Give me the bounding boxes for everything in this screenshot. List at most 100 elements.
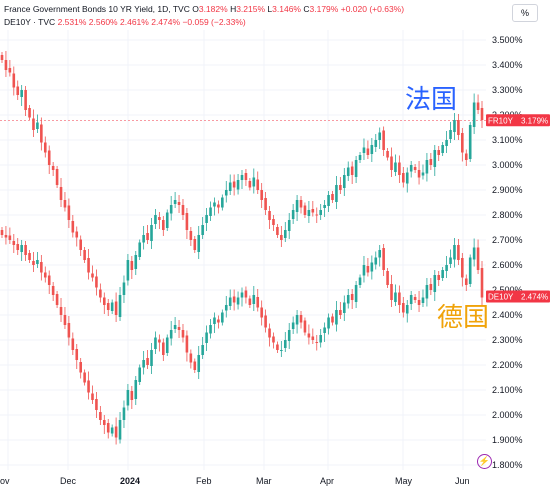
FR10Y-tag-name: FR10Y: [488, 116, 514, 125]
FR10Y-candle: [40, 124, 43, 143]
FR10Y-candle: [146, 233, 149, 240]
x-tick-label: Jun: [455, 476, 470, 486]
DE10Y-candle: [295, 315, 299, 325]
FR10Y-price-tag: FR10Y 3.179%: [486, 114, 550, 127]
DE10Y-candle: [264, 315, 267, 328]
DE10Y-candle: [378, 250, 382, 258]
FR10Y-candle: [224, 190, 228, 196]
DE10Y-candle: [236, 297, 240, 305]
FR10Y-candle: [350, 166, 354, 175]
DE10Y-candle: [185, 335, 189, 353]
DE10Y-candle: [213, 317, 216, 324]
DE10Y-candle: [307, 333, 311, 338]
DE10Y-candle: [441, 270, 444, 278]
DE10Y-candle: [248, 298, 252, 305]
DE10Y-candle: [205, 332, 208, 343]
DE10Y-candle: [370, 262, 374, 272]
legend-de-name: DE10Y · TVC: [4, 17, 56, 27]
legend-fr-c: 3.179%: [309, 4, 339, 14]
FR10Y-candle: [398, 162, 401, 175]
DE10Y-candle: [43, 272, 47, 278]
FR10Y-candle: [248, 181, 252, 188]
DE10Y-candle: [142, 360, 145, 368]
DE10Y-candle: [429, 284, 433, 290]
FR10Y-candle: [24, 90, 27, 110]
DE10Y-candle: [445, 265, 448, 271]
FR10Y-candle: [36, 122, 39, 129]
DE10Y-candle: [158, 339, 161, 343]
FR10Y-candle: [79, 239, 82, 250]
x-axis: ov Dec 2024 Feb Mar Apr May Jun: [0, 476, 470, 486]
FR10Y-candle: [134, 255, 138, 269]
FR10Y-candle: [386, 151, 389, 158]
FR10Y-candle: [476, 102, 480, 110]
FR10Y-candle: [43, 142, 47, 153]
FR10Y-candle: [47, 150, 51, 165]
DE10Y-candle: [71, 338, 75, 350]
FR10Y-candle: [433, 150, 437, 167]
FR10Y-candle: [382, 130, 385, 150]
FR10Y-candle: [264, 198, 267, 210]
FR10Y-candle: [51, 166, 55, 170]
DE10Y-candle: [283, 340, 287, 348]
FR10Y-candle: [91, 273, 94, 278]
FR10Y-candle: [323, 205, 326, 208]
DE10Y-candle: [12, 241, 16, 245]
DE10Y-candle: [20, 245, 23, 252]
DE10Y-candle: [189, 353, 193, 363]
FR10Y-candle: [445, 140, 448, 146]
DE10Y-candle: [453, 245, 456, 260]
lightning-icon[interactable]: ⚡: [477, 454, 492, 469]
FR10Y-candle: [315, 214, 319, 216]
DE10Y-price-tag: DE10Y 2.474%: [486, 290, 550, 303]
FR10Y-candle: [118, 295, 122, 317]
FR10Y-candle: [236, 180, 240, 190]
legend-fr-name: France Government Bonds 10 YR Yield, 1D,…: [4, 4, 190, 14]
DE10Y-candle: [36, 260, 39, 264]
DE10Y-candle: [354, 285, 358, 302]
y-tick-label: 3.300%: [492, 85, 523, 95]
DE10Y-candle: [162, 342, 165, 355]
DE10Y-candle: [374, 257, 378, 265]
DE10Y-candle: [40, 262, 43, 273]
FR10Y-candle: [295, 200, 299, 212]
x-tick-label: May: [395, 476, 413, 486]
legend-fr-h: 3.215%: [236, 4, 266, 14]
DE10Y-candle: [95, 399, 98, 410]
y-tick-label: 3.400%: [492, 60, 523, 70]
DE10Y-candle: [342, 302, 346, 313]
legend-fr-l: 3.146%: [272, 4, 301, 14]
FR10Y-candle: [287, 220, 291, 231]
DE10Y-candle: [409, 295, 413, 304]
FR10Y-candle: [185, 213, 189, 230]
DE10Y-candle: [362, 265, 366, 276]
DE10Y-candle: [366, 266, 370, 273]
DE10Y-candle: [221, 312, 224, 323]
DE10Y-candle: [413, 297, 417, 300]
FR10Y-candle: [413, 167, 417, 170]
DE10Y-candle: [32, 261, 35, 265]
FR10Y-candle: [331, 194, 334, 200]
y-tick-label: 2.400%: [492, 310, 523, 320]
percent-scale-button[interactable]: %: [512, 4, 538, 22]
DE10Y-candle: [417, 300, 421, 305]
FR10Y-candle: [272, 219, 275, 225]
DE10Y-tag-name: DE10Y: [488, 293, 514, 302]
DE10Y-candle: [201, 345, 204, 355]
DE10Y-candle: [126, 390, 130, 406]
FR10Y-candle: [193, 239, 197, 250]
FR10Y-candle: [260, 190, 263, 200]
legend-de-v4: 2.474%: [151, 17, 181, 27]
DE10Y-candle: [110, 427, 114, 434]
FR10Y-candle: [217, 204, 220, 208]
FR10Y-candle: [480, 108, 484, 120]
FR10Y-candle: [95, 276, 98, 288]
DE10Y-candle: [480, 268, 484, 298]
DE10Y-candle: [197, 355, 201, 372]
DE10Y-candle: [8, 235, 12, 240]
DE10Y-candle: [99, 412, 102, 420]
DE10Y-candle: [209, 325, 212, 334]
FR10Y-candle: [158, 217, 161, 220]
DE10Y-candle: [0, 230, 4, 235]
